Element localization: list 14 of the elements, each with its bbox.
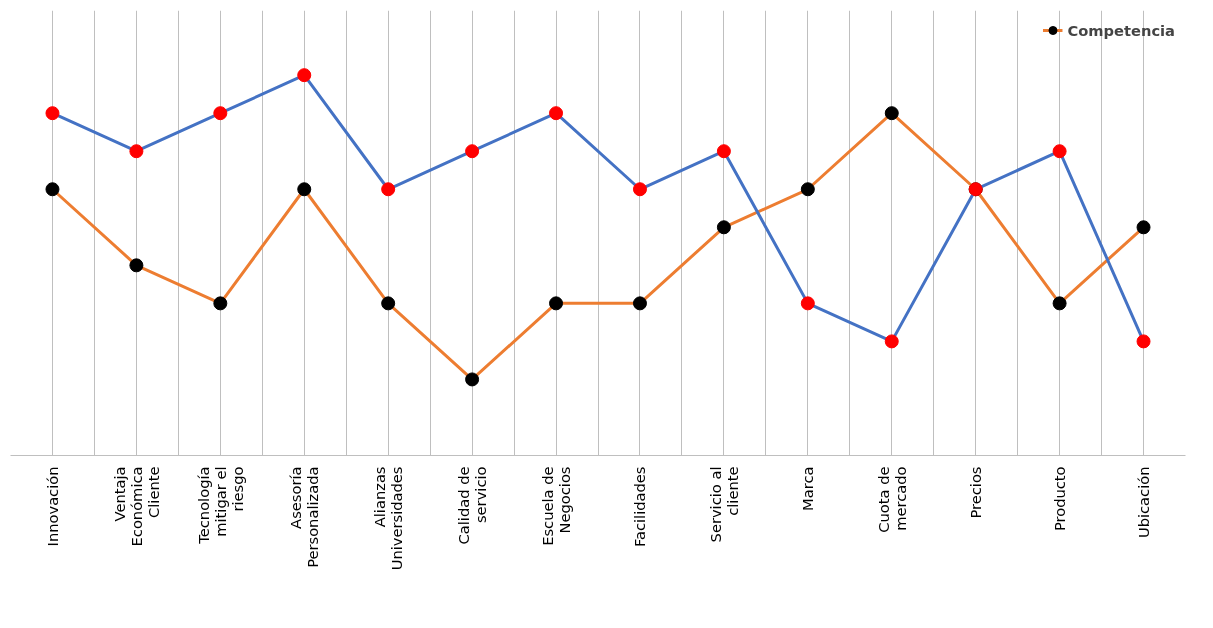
x-tick-label: Facilidades xyxy=(631,466,649,548)
x-tick-label: Tecnología mitigar el riesgo xyxy=(194,466,246,545)
x-tick-label: Alianzas Universidades xyxy=(371,466,406,571)
x-tick-label: Precios xyxy=(967,466,985,519)
x-tick-label: Escuela de Negocios xyxy=(539,466,574,546)
x-tick-label: Innovación xyxy=(43,466,61,547)
x-tick-label: Servicio al cliente xyxy=(706,466,741,543)
x-tick-label: Cuota de mercado xyxy=(874,466,909,533)
x-tick-label: Marca xyxy=(799,466,817,511)
x-tick-label: Ventaja Económica Cliente xyxy=(110,466,162,547)
x-tick-label: Ubicación xyxy=(1135,466,1153,539)
x-tick-label: Calidad de servicio xyxy=(455,466,490,545)
x-tick-label: Producto xyxy=(1051,466,1069,532)
legend-label: Competencia xyxy=(1067,21,1175,39)
